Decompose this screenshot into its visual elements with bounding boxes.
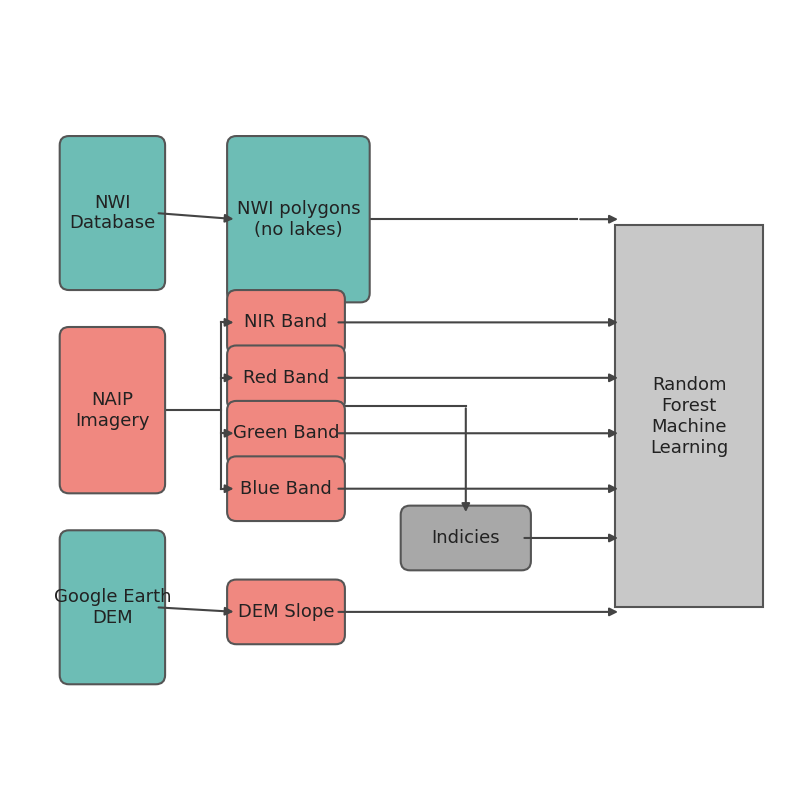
- Text: NAIP
Imagery: NAIP Imagery: [75, 390, 150, 430]
- FancyBboxPatch shape: [60, 530, 165, 684]
- FancyBboxPatch shape: [614, 226, 763, 607]
- FancyBboxPatch shape: [227, 136, 370, 302]
- Text: Green Band: Green Band: [233, 424, 339, 442]
- Text: NIR Band: NIR Band: [245, 314, 327, 331]
- FancyBboxPatch shape: [401, 506, 531, 570]
- FancyBboxPatch shape: [227, 579, 345, 644]
- Text: Random
Forest
Machine
Learning: Random Forest Machine Learning: [650, 376, 728, 457]
- Text: NWI polygons
(no lakes): NWI polygons (no lakes): [237, 200, 360, 238]
- FancyBboxPatch shape: [60, 136, 165, 290]
- Text: Google Earth
DEM: Google Earth DEM: [54, 588, 171, 626]
- FancyBboxPatch shape: [227, 290, 345, 354]
- FancyBboxPatch shape: [227, 456, 345, 521]
- Text: Blue Band: Blue Band: [240, 480, 332, 498]
- FancyBboxPatch shape: [227, 346, 345, 410]
- FancyBboxPatch shape: [227, 401, 345, 466]
- Text: DEM Slope: DEM Slope: [238, 603, 334, 621]
- Text: NWI
Database: NWI Database: [70, 194, 155, 233]
- FancyBboxPatch shape: [60, 327, 165, 494]
- Text: Red Band: Red Band: [243, 369, 329, 387]
- Text: Indicies: Indicies: [431, 529, 500, 547]
